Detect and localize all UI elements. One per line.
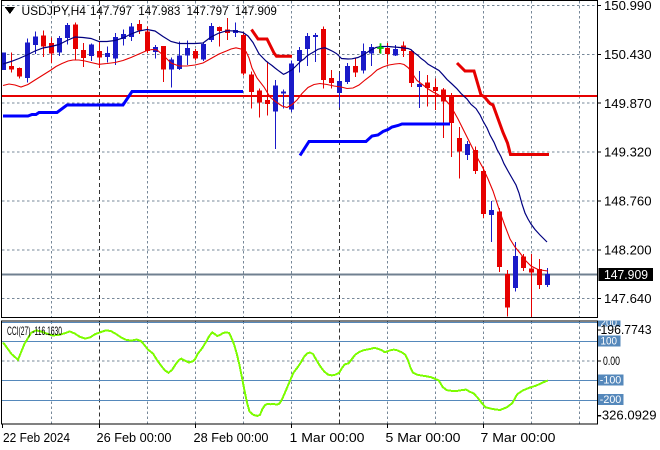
svg-text:-326.0929: -326.0929: [598, 409, 657, 423]
svg-text:147.640: 147.640: [604, 292, 652, 306]
svg-text:5 Mar 00:00: 5 Mar 00:00: [386, 430, 461, 445]
svg-text:1 Mar 00:00: 1 Mar 00:00: [290, 430, 365, 445]
svg-text:148.760: 148.760: [604, 195, 652, 209]
svg-text:148.200: 148.200: [604, 243, 652, 257]
svg-text:150.990: 150.990: [604, 0, 652, 13]
svg-text:149.320: 149.320: [604, 146, 652, 160]
svg-text:150.430: 150.430: [604, 48, 652, 62]
svg-text:28 Feb 00:00: 28 Feb 00:00: [194, 430, 269, 445]
svg-text:147.909: 147.909: [604, 267, 648, 282]
svg-text:149.870: 149.870: [604, 97, 652, 111]
svg-text:CCI(27) -116.1630: CCI(27) -116.1630: [7, 324, 62, 338]
svg-text:147.983: 147.983: [138, 4, 180, 18]
svg-text:200: 200: [601, 317, 618, 329]
svg-text:USDJPY,H4: USDJPY,H4: [22, 4, 87, 18]
svg-text:100: 100: [601, 336, 618, 348]
svg-text:26 Feb 00:00: 26 Feb 00:00: [97, 430, 172, 445]
svg-text:7 Mar 00:00: 7 Mar 00:00: [481, 430, 556, 445]
svg-text:-100: -100: [600, 374, 622, 386]
svg-text:196.7743: 196.7743: [601, 323, 652, 337]
svg-text:-200: -200: [600, 394, 622, 406]
svg-text:22 Feb 2024: 22 Feb 2024: [3, 430, 70, 445]
svg-text:147.797: 147.797: [187, 4, 229, 18]
svg-text:0.00: 0.00: [603, 354, 620, 368]
svg-text:147.797: 147.797: [90, 4, 132, 18]
svg-text:147.909: 147.909: [235, 4, 277, 18]
